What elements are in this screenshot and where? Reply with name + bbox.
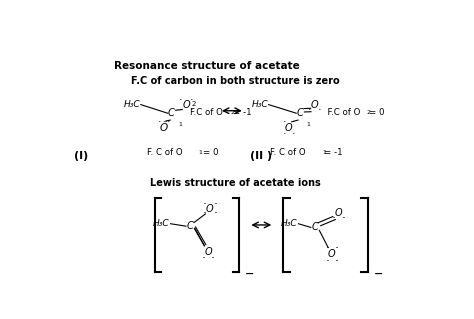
Text: ·: · [213,197,218,211]
Text: ·: · [326,255,329,268]
Text: ·: · [282,117,286,127]
Text: O: O [204,247,212,257]
Text: ·: · [282,129,286,139]
Text: H₃C: H₃C [153,219,169,228]
Text: O: O [335,208,342,218]
Text: O: O [285,123,292,133]
Text: ·: · [179,95,182,105]
Text: O: O [206,204,214,214]
Text: O: O [311,100,319,110]
Text: F.C of carbon in both structure is zero: F.C of carbon in both structure is zero [131,76,340,86]
Text: = 0: = 0 [202,148,218,157]
Text: Resonance structure of acetate: Resonance structure of acetate [114,61,300,71]
Text: F.C of O: F.C of O [322,108,360,117]
Text: ·: · [179,106,182,115]
Text: F. C of O: F. C of O [147,148,183,157]
Text: = -1: = -1 [233,108,252,117]
Text: ·: · [308,106,311,115]
Text: 1: 1 [307,122,310,127]
Text: = 0: = 0 [369,108,384,117]
Text: ·: · [190,95,193,105]
Text: ·: · [334,255,338,268]
Text: ·: · [292,117,295,127]
Text: ·: · [190,106,193,115]
Text: 1: 1 [322,150,326,155]
Text: ·: · [210,252,214,265]
Text: H₃C: H₃C [281,219,297,228]
Text: ·: · [332,211,336,225]
Text: O: O [182,100,190,110]
Text: ·: · [326,242,329,255]
Text: H₃C: H₃C [251,100,268,109]
Text: ·: · [292,129,295,139]
Text: (II ): (II ) [250,151,273,161]
Text: C: C [186,221,193,231]
Text: ·: · [202,197,206,211]
Text: ·: · [202,207,206,220]
Text: F.C of O: F.C of O [190,108,222,117]
Text: ·: · [167,117,171,127]
Text: ·: · [341,211,345,225]
Text: ·: · [201,252,206,265]
Text: −: − [245,269,255,279]
Text: ·: · [157,117,161,127]
Text: C: C [311,222,318,233]
Text: 2: 2 [191,101,196,107]
Text: 1: 1 [198,150,202,155]
Text: (I): (I) [74,151,88,161]
Text: H₃C: H₃C [123,100,140,109]
Text: C: C [297,108,303,118]
Text: ·: · [318,106,321,115]
Text: F. C of O: F. C of O [271,148,306,157]
Text: ·: · [213,207,218,220]
Text: 2: 2 [231,110,235,115]
Text: ·: · [334,242,338,255]
Text: 1: 1 [178,122,182,127]
Text: O: O [328,249,336,259]
Text: −: − [374,269,383,279]
Text: C: C [168,108,174,118]
Text: Lewis structure of acetate ions: Lewis structure of acetate ions [150,178,321,188]
Text: 2: 2 [367,110,371,115]
Text: = -1: = -1 [325,148,343,157]
Text: Ö: Ö [160,123,168,133]
